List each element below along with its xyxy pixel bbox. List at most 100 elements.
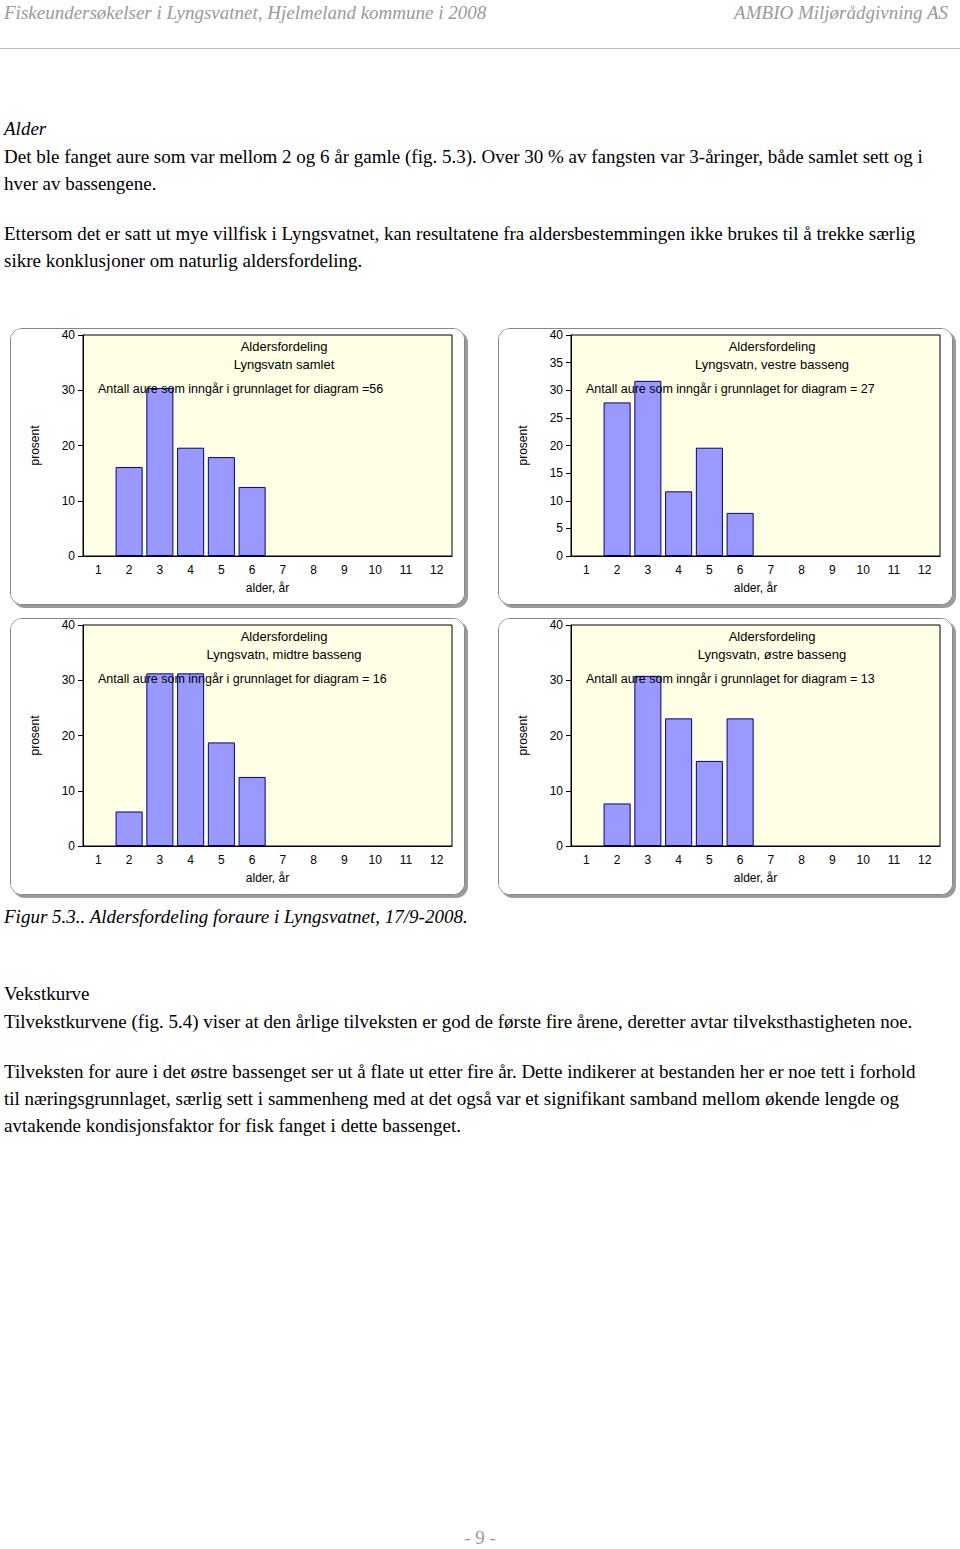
svg-text:10: 10 [550, 784, 564, 798]
svg-text:8: 8 [798, 853, 805, 867]
svg-text:20: 20 [550, 439, 564, 453]
svg-text:Aldersfordeling: Aldersfordeling [241, 629, 328, 644]
svg-text:5: 5 [706, 563, 713, 577]
svg-text:0: 0 [68, 549, 75, 563]
svg-text:10: 10 [62, 494, 76, 508]
html-text:Figur 5.3.. Aldersfordeling fo: Figur 5.3.. Aldersfordeling foraure i Ly… [4, 906, 468, 927]
svg-text:Lyngsvatn, vestre basseng: Lyngsvatn, vestre basseng [695, 357, 849, 372]
html-text:Det ble fanget aure som var me: Det ble fanget aure som var mellom 2 og … [4, 146, 923, 194]
svg-text:Antall aure som inngår i grunn: Antall aure som inngår i grunnlaget for … [98, 382, 383, 396]
html-text:Alder: Alder [4, 118, 47, 139]
svg-text:25: 25 [550, 411, 564, 425]
svg-text:11: 11 [400, 563, 413, 577]
svg-text:8: 8 [310, 563, 317, 577]
svg-text:4: 4 [675, 853, 682, 867]
svg-text:9: 9 [829, 563, 836, 577]
svg-text:1: 1 [95, 853, 102, 867]
svg-text:30: 30 [550, 673, 564, 687]
svg-text:4: 4 [187, 563, 194, 577]
svg-text:40: 40 [62, 329, 76, 342]
svg-text:prosent: prosent [28, 425, 42, 466]
svg-text:8: 8 [798, 563, 805, 577]
svg-text:Aldersfordeling: Aldersfordeling [729, 629, 816, 644]
svg-text:Lyngsvatn, østre basseng: Lyngsvatn, østre basseng [698, 647, 846, 662]
svg-text:alder, år: alder, år [734, 871, 777, 885]
svg-text:8: 8 [310, 853, 317, 867]
svg-text:10: 10 [550, 494, 564, 508]
svg-text:5: 5 [218, 563, 225, 577]
svg-text:12: 12 [918, 853, 932, 867]
svg-text:4: 4 [675, 563, 682, 577]
html-text:Ettersom det er satt ut mye vi: Ettersom det er satt ut mye villfisk i L… [4, 223, 916, 271]
svg-text:11: 11 [400, 853, 413, 867]
svg-text:20: 20 [62, 439, 76, 453]
html-text:AMBIO Miljørådgivning AS: AMBIO Miljørådgivning AS [734, 2, 948, 23]
svg-text:Lyngsvatn, midtre basseng: Lyngsvatn, midtre basseng [207, 647, 362, 662]
svg-text:10: 10 [856, 563, 870, 577]
svg-text:9: 9 [341, 853, 348, 867]
svg-text:9: 9 [829, 853, 836, 867]
svg-text:2: 2 [126, 563, 133, 577]
svg-text:12: 12 [430, 563, 444, 577]
svg-text:40: 40 [550, 329, 564, 342]
svg-text:alder, år: alder, år [734, 581, 777, 595]
svg-text:prosent: prosent [516, 425, 530, 466]
svg-text:30: 30 [62, 383, 76, 397]
svg-text:7: 7 [280, 563, 287, 577]
html-text:Tilveksten for aure i det østr: Tilveksten for aure i det østre bassenge… [4, 1061, 916, 1136]
html-text:Vekstkurve: Vekstkurve [4, 983, 90, 1004]
svg-text:30: 30 [62, 673, 76, 687]
svg-text:9: 9 [341, 563, 348, 577]
svg-text:1: 1 [583, 563, 590, 577]
svg-text:7: 7 [280, 853, 287, 867]
svg-text:30: 30 [550, 383, 564, 397]
svg-text:Antall aure som inngår i grunn: Antall aure som inngår i grunnlaget for … [98, 672, 387, 686]
svg-text:Antall aure som inngår i grunn: Antall aure som inngår i grunnlaget for … [586, 382, 875, 396]
svg-text:Aldersfordeling: Aldersfordeling [241, 339, 328, 354]
svg-text:3: 3 [157, 563, 164, 577]
svg-text:20: 20 [62, 729, 76, 743]
svg-text:11: 11 [888, 853, 901, 867]
svg-text:alder, år: alder, år [246, 581, 289, 595]
svg-text:6: 6 [249, 853, 256, 867]
svg-text:5: 5 [706, 853, 713, 867]
svg-text:prosent: prosent [28, 715, 42, 756]
svg-text:35: 35 [550, 356, 564, 370]
svg-text:3: 3 [645, 853, 652, 867]
svg-text:Antall aure som inngår i grunn: Antall aure som inngår i grunnlaget for … [586, 672, 875, 686]
svg-text:10: 10 [368, 563, 382, 577]
html-text:Fiskeundersøkelser i Lyngsvatn: Fiskeundersøkelser i Lyngsvatnet, Hjelme… [4, 2, 487, 23]
svg-text:40: 40 [62, 619, 76, 632]
svg-text:alder, år: alder, år [246, 871, 289, 885]
svg-text:4: 4 [187, 853, 194, 867]
svg-text:7: 7 [768, 563, 775, 577]
svg-text:2: 2 [614, 853, 621, 867]
svg-text:5: 5 [218, 853, 225, 867]
svg-text:3: 3 [645, 563, 652, 577]
svg-text:0: 0 [556, 549, 563, 563]
svg-text:6: 6 [737, 853, 744, 867]
svg-text:10: 10 [368, 853, 382, 867]
svg-text:12: 12 [918, 563, 932, 577]
svg-text:Lyngsvatn samlet: Lyngsvatn samlet [234, 357, 335, 372]
svg-text:1: 1 [95, 563, 102, 577]
svg-text:10: 10 [856, 853, 870, 867]
svg-text:10: 10 [62, 784, 76, 798]
svg-text:Aldersfordeling: Aldersfordeling [729, 339, 816, 354]
svg-text:2: 2 [614, 563, 621, 577]
svg-text:0: 0 [556, 839, 563, 853]
svg-text:7: 7 [768, 853, 775, 867]
svg-text:5: 5 [556, 521, 563, 535]
svg-text:20: 20 [550, 729, 564, 743]
svg-text:40: 40 [550, 619, 564, 632]
svg-text:6: 6 [737, 563, 744, 577]
svg-text:6: 6 [249, 563, 256, 577]
svg-text:15: 15 [550, 466, 564, 480]
svg-text:2: 2 [126, 853, 133, 867]
svg-text:0: 0 [68, 839, 75, 853]
svg-text:1: 1 [583, 853, 590, 867]
svg-text:prosent: prosent [516, 715, 530, 756]
svg-text:12: 12 [430, 853, 444, 867]
svg-text:3: 3 [157, 853, 164, 867]
svg-text:11: 11 [888, 563, 901, 577]
